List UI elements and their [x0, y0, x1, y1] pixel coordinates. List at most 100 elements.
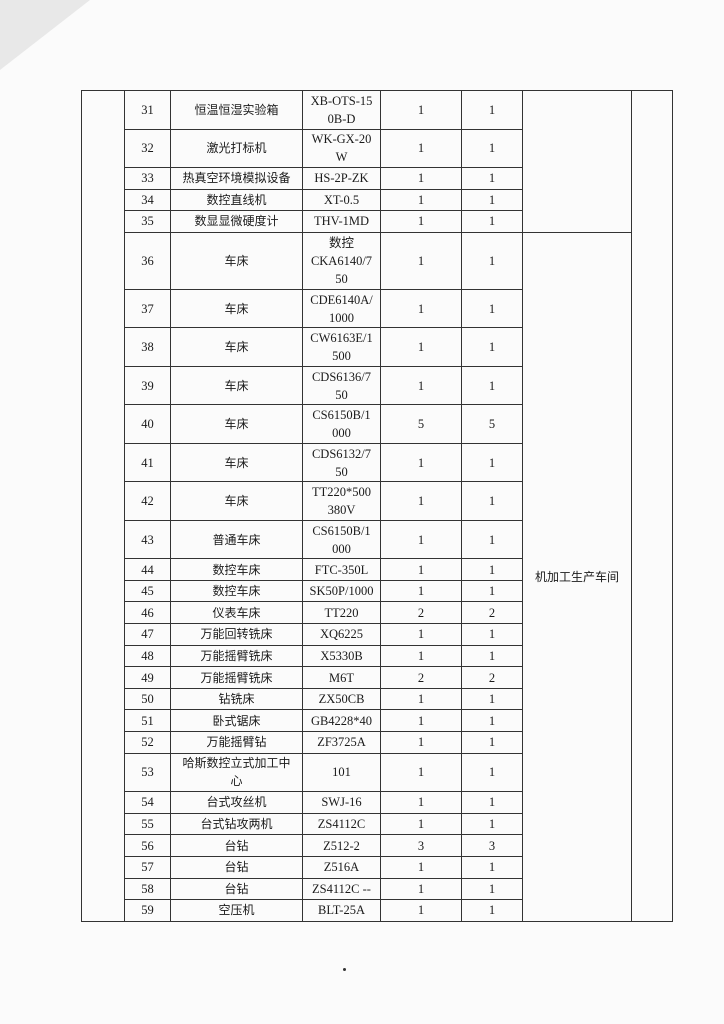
location-cell: 机加工生产车间 [522, 231, 632, 922]
equipment-name: 台式钻攻两机 [170, 812, 303, 836]
equipment-name: 数显显微硬度计 [170, 210, 303, 233]
table-row: 59 空压机 BLT-25A 1 1 [82, 899, 673, 922]
equipment-model: XQ6225 [302, 623, 381, 646]
equipment-model: CS6150B/1 000 [302, 404, 381, 444]
equipment-name: 车床 [170, 404, 303, 444]
row-number: 52 [124, 731, 171, 754]
quantity-actual: 2 [461, 601, 523, 625]
quantity-actual: 1 [461, 442, 523, 483]
quantity: 1 [380, 481, 462, 521]
quantity-actual: 1 [461, 644, 523, 668]
equipment-name: 仪表车床 [170, 601, 303, 625]
row-number: 32 [124, 128, 171, 168]
table-row: 42 车床 TT220*500 380V 1 1 [82, 481, 673, 521]
table-row: 58 台钻 ZS4112C -- 1 1 [82, 877, 673, 901]
row-number: 59 [124, 899, 171, 922]
equipment-name: 数控车床 [170, 579, 303, 603]
quantity: 1 [380, 288, 462, 329]
quantity-actual: 1 [461, 709, 523, 733]
equipment-name: 哈斯数控立式加工中 心 [170, 752, 303, 793]
equipment-name: 恒温恒湿实验箱 [170, 90, 303, 130]
table-row: 44 数控车床 FTC-350L 1 1 [82, 558, 673, 581]
equipment-model: 数控 CKA6140/7 50 [302, 231, 381, 290]
row-number: 44 [124, 558, 171, 581]
equipment-model: CW6163E/1 500 [302, 327, 381, 367]
equipment-model: Z516A [302, 855, 381, 879]
quantity: 1 [380, 210, 462, 233]
equipment-name: 台钻 [170, 855, 303, 879]
quantity: 1 [380, 855, 462, 879]
row-number: 51 [124, 709, 171, 733]
quantity-actual: 1 [461, 519, 523, 560]
row-number: 58 [124, 877, 171, 901]
row-number: 41 [124, 442, 171, 483]
quantity-actual: 1 [461, 327, 523, 367]
equipment-model: CDS6132/7 50 [302, 442, 381, 483]
equipment-model: Z512-2 [302, 834, 381, 857]
quantity: 5 [380, 404, 462, 444]
table-row: 52 万能摇臂钻 ZF3725A 1 1 [82, 731, 673, 754]
quantity: 1 [380, 90, 462, 130]
equipment-model: BLT-25A [302, 899, 381, 922]
equipment-name: 卧式锯床 [170, 709, 303, 733]
row-number: 39 [124, 365, 171, 406]
quantity-actual: 1 [461, 899, 523, 922]
row-number: 54 [124, 791, 171, 814]
row-number: 37 [124, 288, 171, 329]
quantity: 3 [380, 834, 462, 857]
equipment-name: 空压机 [170, 899, 303, 922]
quantity: 2 [380, 666, 462, 689]
quantity-actual: 1 [461, 791, 523, 814]
quantity: 1 [380, 899, 462, 922]
quantity-actual: 1 [461, 288, 523, 329]
quantity: 1 [380, 752, 462, 793]
equipment-name: 台式攻丝机 [170, 791, 303, 814]
row-number: 47 [124, 623, 171, 646]
equipment-model: SWJ-16 [302, 791, 381, 814]
quantity-actual: 1 [461, 579, 523, 603]
quantity-actual: 1 [461, 90, 523, 130]
quantity: 1 [380, 442, 462, 483]
equipment-model: M6T [302, 666, 381, 689]
quantity: 1 [380, 167, 462, 190]
quantity-actual: 5 [461, 404, 523, 444]
row-number: 35 [124, 210, 171, 233]
equipment-model: X5330B [302, 644, 381, 668]
row-number: 53 [124, 752, 171, 793]
equipment-model: GB4228*40 [302, 709, 381, 733]
equipment-name: 车床 [170, 442, 303, 483]
equipment-model: XT-0.5 [302, 188, 381, 212]
table-row: 41 车床 CDS6132/7 50 1 1 [82, 442, 673, 483]
row-number: 48 [124, 644, 171, 668]
quantity-actual: 1 [461, 812, 523, 836]
equipment-name: 万能摇臂铣床 [170, 644, 303, 668]
table-row: 55 台式钻攻两机 ZS4112C 1 1 [82, 812, 673, 836]
equipment-model: TT220*500 380V [302, 481, 381, 521]
table-row: 53 哈斯数控立式加工中 心 101 1 1 [82, 752, 673, 793]
equipment-model: FTC-350L [302, 558, 381, 581]
quantity: 1 [380, 231, 462, 290]
equipment-model: ZS4112C -- [302, 877, 381, 901]
equipment-model: CDE6140A/ 1000 [302, 288, 381, 329]
table-row: 43 普通车床 CS6150B/1 000 1 1 [82, 519, 673, 560]
quantity: 2 [380, 601, 462, 625]
quantity: 1 [380, 519, 462, 560]
row-number: 33 [124, 167, 171, 190]
quantity: 1 [380, 579, 462, 603]
row-number: 38 [124, 327, 171, 367]
quantity-actual: 1 [461, 855, 523, 879]
equipment-name: 车床 [170, 365, 303, 406]
table-row: 56 台钻 Z512-2 3 3 [82, 834, 673, 857]
quantity-actual: 1 [461, 481, 523, 521]
row-number: 49 [124, 666, 171, 689]
quantity: 1 [380, 623, 462, 646]
equipment-model: HS-2P-ZK [302, 167, 381, 190]
quantity-actual: 3 [461, 834, 523, 857]
row-number: 46 [124, 601, 171, 625]
equipment-model: THV-1MD [302, 210, 381, 233]
quantity-actual: 1 [461, 623, 523, 646]
quantity: 1 [380, 812, 462, 836]
row-number: 45 [124, 579, 171, 603]
row-number: 56 [124, 834, 171, 857]
